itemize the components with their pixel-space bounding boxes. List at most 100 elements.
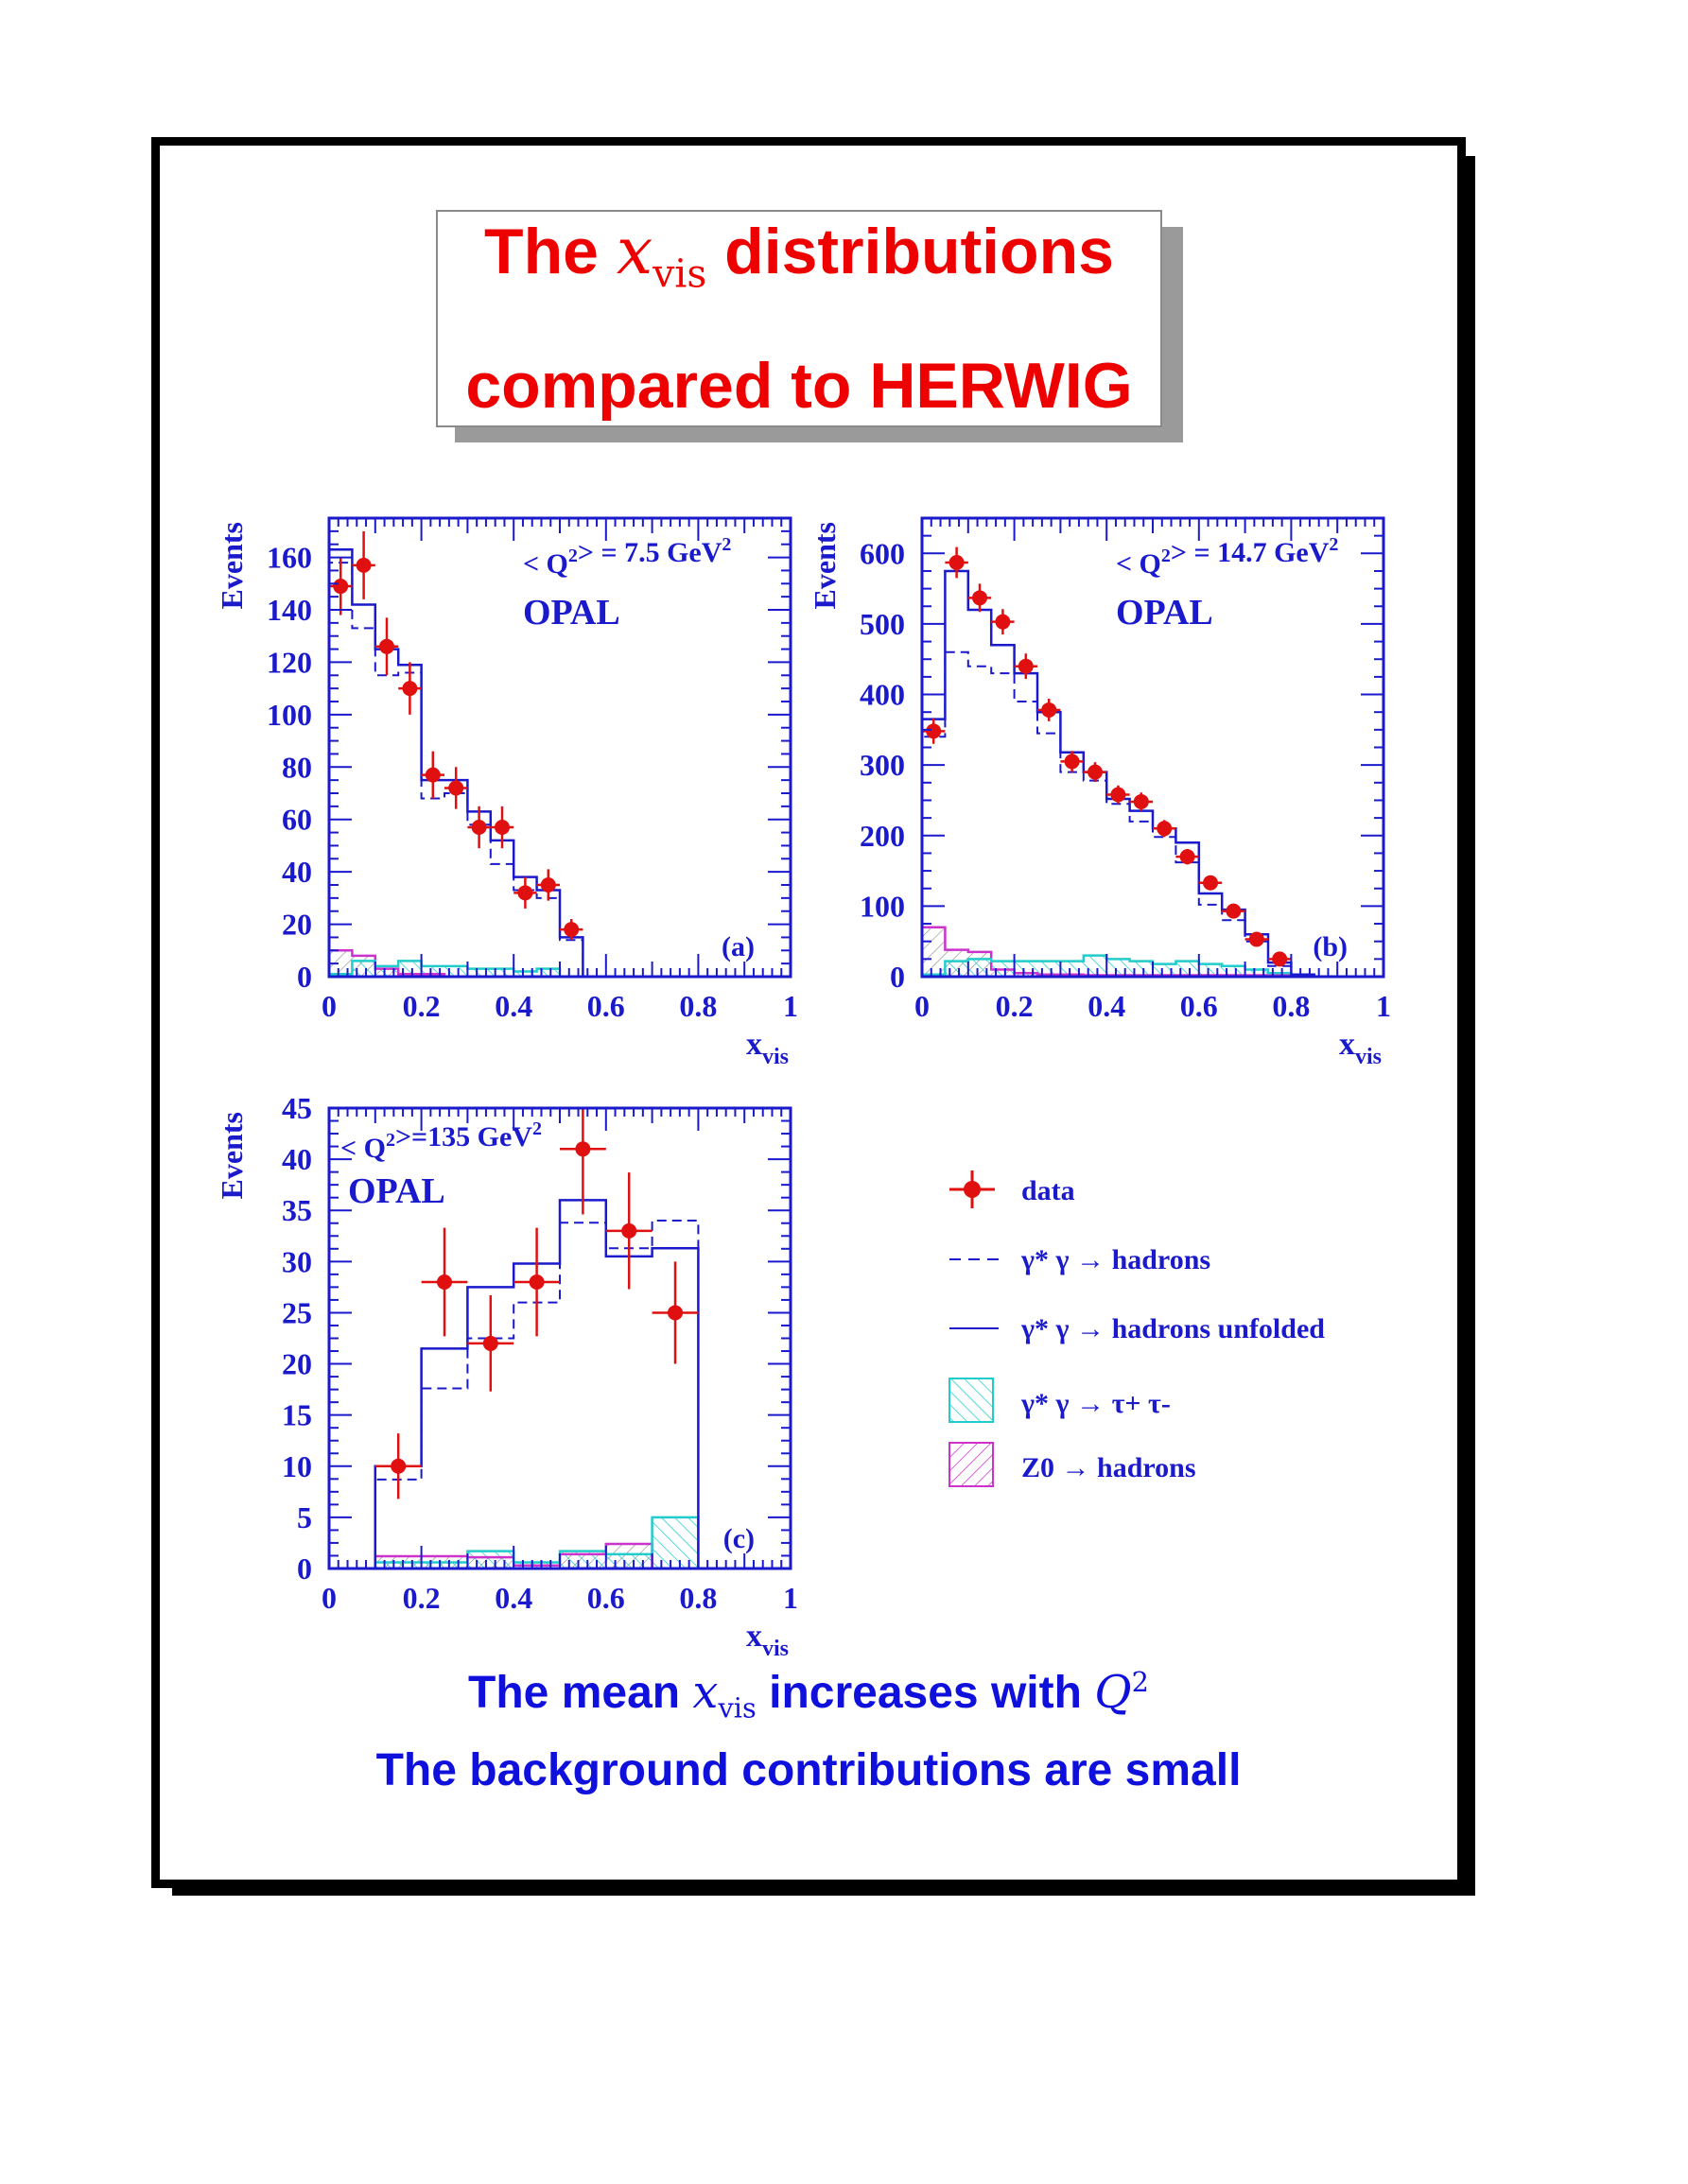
panel-2-ytick-label: 300 — [860, 748, 905, 782]
title-var-sub: vis — [653, 251, 707, 297]
panel-1-ytick-label: 140 — [267, 593, 312, 627]
panel-1-data-point — [540, 877, 556, 893]
panel-1-xtick-label: 0 — [322, 989, 337, 1023]
panel-3-ytick-label: 35 — [282, 1193, 312, 1227]
panel-2-data-point — [1272, 951, 1288, 967]
title-suffix: distributions — [724, 216, 1114, 288]
panel-3-data-point — [391, 1458, 407, 1474]
legend-z0-label: Z0 → hadrons — [1021, 1452, 1196, 1483]
panel-2-data-point — [1041, 702, 1057, 718]
panel-1-xtick-label: 0.6 — [587, 989, 625, 1023]
panel-2-data-point — [926, 723, 942, 739]
panel-2-xtick-label: 0.2 — [996, 989, 1034, 1023]
panel-2-panel-label: (b) — [1313, 931, 1348, 962]
panel-1-ytick-label: 100 — [267, 698, 312, 732]
panel-3-q2-annotation: < Q2>=135 GeV2 — [340, 1118, 542, 1164]
panel-1-ytick-label: 40 — [282, 855, 312, 889]
panel-3-data-point — [668, 1305, 683, 1321]
title-var: xvis — [616, 215, 707, 297]
panel-3-z0-histogram — [374, 1542, 699, 1570]
legend-tau-swatch — [948, 1378, 994, 1423]
panel-2-data-point — [1226, 903, 1242, 919]
panel-1-ylabel: Events — [215, 522, 249, 609]
panel-2-data-point — [948, 555, 965, 571]
panel-2-data-point — [1157, 821, 1173, 837]
footer-line-2: The background contributions are small — [375, 1745, 1242, 1795]
panel-3-tau-hatch — [374, 1517, 699, 1569]
panel-1-data-point — [333, 579, 349, 595]
panel-2-tau-hatch — [922, 955, 1314, 977]
panel-3-xlabel: xvis — [746, 1619, 789, 1661]
panel-2-data-point — [1203, 875, 1218, 891]
panel-2-ytick-label: 400 — [860, 678, 905, 712]
panel-1-experiment-label: OPAL — [523, 593, 620, 633]
panel-2-data-point — [1110, 787, 1126, 803]
panel-1-data-point — [448, 780, 464, 796]
panel-2-data-point — [1088, 764, 1103, 780]
panel-2-xtick-label: 1 — [1376, 989, 1391, 1023]
panel-3-ytick-label: 20 — [282, 1347, 312, 1381]
panel-3-data-point — [529, 1274, 545, 1290]
footer-prefix: The mean — [468, 1668, 681, 1718]
legend-data-marker — [949, 1170, 995, 1208]
panel-1-ytick-label: 0 — [297, 960, 312, 994]
panel-1-xtick-label: 0.2 — [403, 989, 441, 1023]
panel-3-data-point — [575, 1141, 591, 1157]
panel-2-experiment-label: OPAL — [1116, 593, 1213, 633]
footer-line-1: The mean xvis increases with Q2 — [151, 1666, 1466, 1725]
panel-3-ytick-label: 0 — [297, 1551, 312, 1586]
legend-unfolded-label: γ* γ → hadrons unfolded — [1020, 1313, 1325, 1344]
footer-var: xvis — [692, 1666, 757, 1725]
panel-3-panel-label: (c) — [723, 1523, 755, 1554]
panel-3-xtick-label: 0 — [322, 1581, 337, 1615]
footer-q: Q2 — [1094, 1666, 1149, 1719]
legend-data-label: data — [1021, 1175, 1075, 1206]
panel-2-ytick-label: 500 — [860, 607, 905, 641]
title-box: The xvis distributions compared to HERWI… — [436, 210, 1162, 427]
panel-1-ytick-label: 120 — [267, 645, 312, 679]
panel-3-xtick-label: 0.4 — [495, 1581, 532, 1615]
panel-2-data-point — [972, 590, 987, 606]
legend-hadrons-label: γ* γ → hadrons — [1020, 1244, 1210, 1275]
panel-2-data-point — [1179, 849, 1195, 865]
panel-2-data-point — [995, 614, 1011, 630]
panel-1-ytick-label: 20 — [282, 908, 312, 942]
panel-3-ytick-label: 30 — [282, 1244, 312, 1278]
panel-1-data-point — [379, 638, 394, 654]
panel-2-q2-annotation: < Q2> = 14.7 GeV2 — [1116, 534, 1338, 580]
panel-2-xtick-label: 0.6 — [1180, 989, 1218, 1023]
footer-suffix: increases with — [769, 1668, 1082, 1718]
panel-1-xtick-label: 0.4 — [495, 989, 532, 1023]
panel-3-xtick-label: 0.2 — [403, 1581, 441, 1615]
panel-3-ytick-label: 5 — [297, 1500, 312, 1534]
panel-3-xtick-label: 0.8 — [679, 1581, 717, 1615]
panel-3-data-point — [482, 1335, 498, 1351]
panel-3-ytick-label: 45 — [282, 1091, 312, 1125]
title-line-1: The xvis distributions — [484, 196, 1114, 330]
panel-2-xlabel: xvis — [1339, 1027, 1382, 1069]
panel-2-hadrons-histogram — [921, 650, 1315, 977]
panel-2-xtick-label: 0.4 — [1088, 989, 1125, 1023]
panel-3-data-point — [437, 1274, 452, 1290]
panel-2-ytick-label: 600 — [860, 536, 905, 570]
panel-1-xlabel: xvis — [746, 1027, 789, 1069]
panel-3-xtick-label: 0.6 — [587, 1581, 625, 1615]
panel-2-xtick-label: 0.8 — [1272, 989, 1310, 1023]
panel-1-ytick-label: 160 — [267, 541, 312, 575]
panel-2-xtick-label: 0 — [914, 989, 930, 1023]
panel-2-ytick-label: 100 — [860, 889, 905, 923]
panel-3-ytick-label: 15 — [282, 1398, 312, 1432]
panel-3-data-point — [621, 1222, 637, 1239]
panel-1-data-point — [495, 820, 510, 836]
panel-1-data-point — [402, 681, 418, 697]
panel-3-xtick-label: 1 — [783, 1581, 798, 1615]
panel-2-data-point — [1064, 754, 1080, 770]
panel-1-data-point — [356, 557, 372, 573]
panel-2-ylabel: Events — [808, 522, 842, 609]
panel-3-experiment-label: OPAL — [348, 1171, 445, 1211]
panel-2-data-point — [1018, 658, 1034, 674]
panel-2-ytick-label: 0 — [890, 960, 905, 994]
panel-3-ylabel: Events — [215, 1112, 249, 1199]
panel-2-ytick-label: 200 — [860, 819, 905, 853]
